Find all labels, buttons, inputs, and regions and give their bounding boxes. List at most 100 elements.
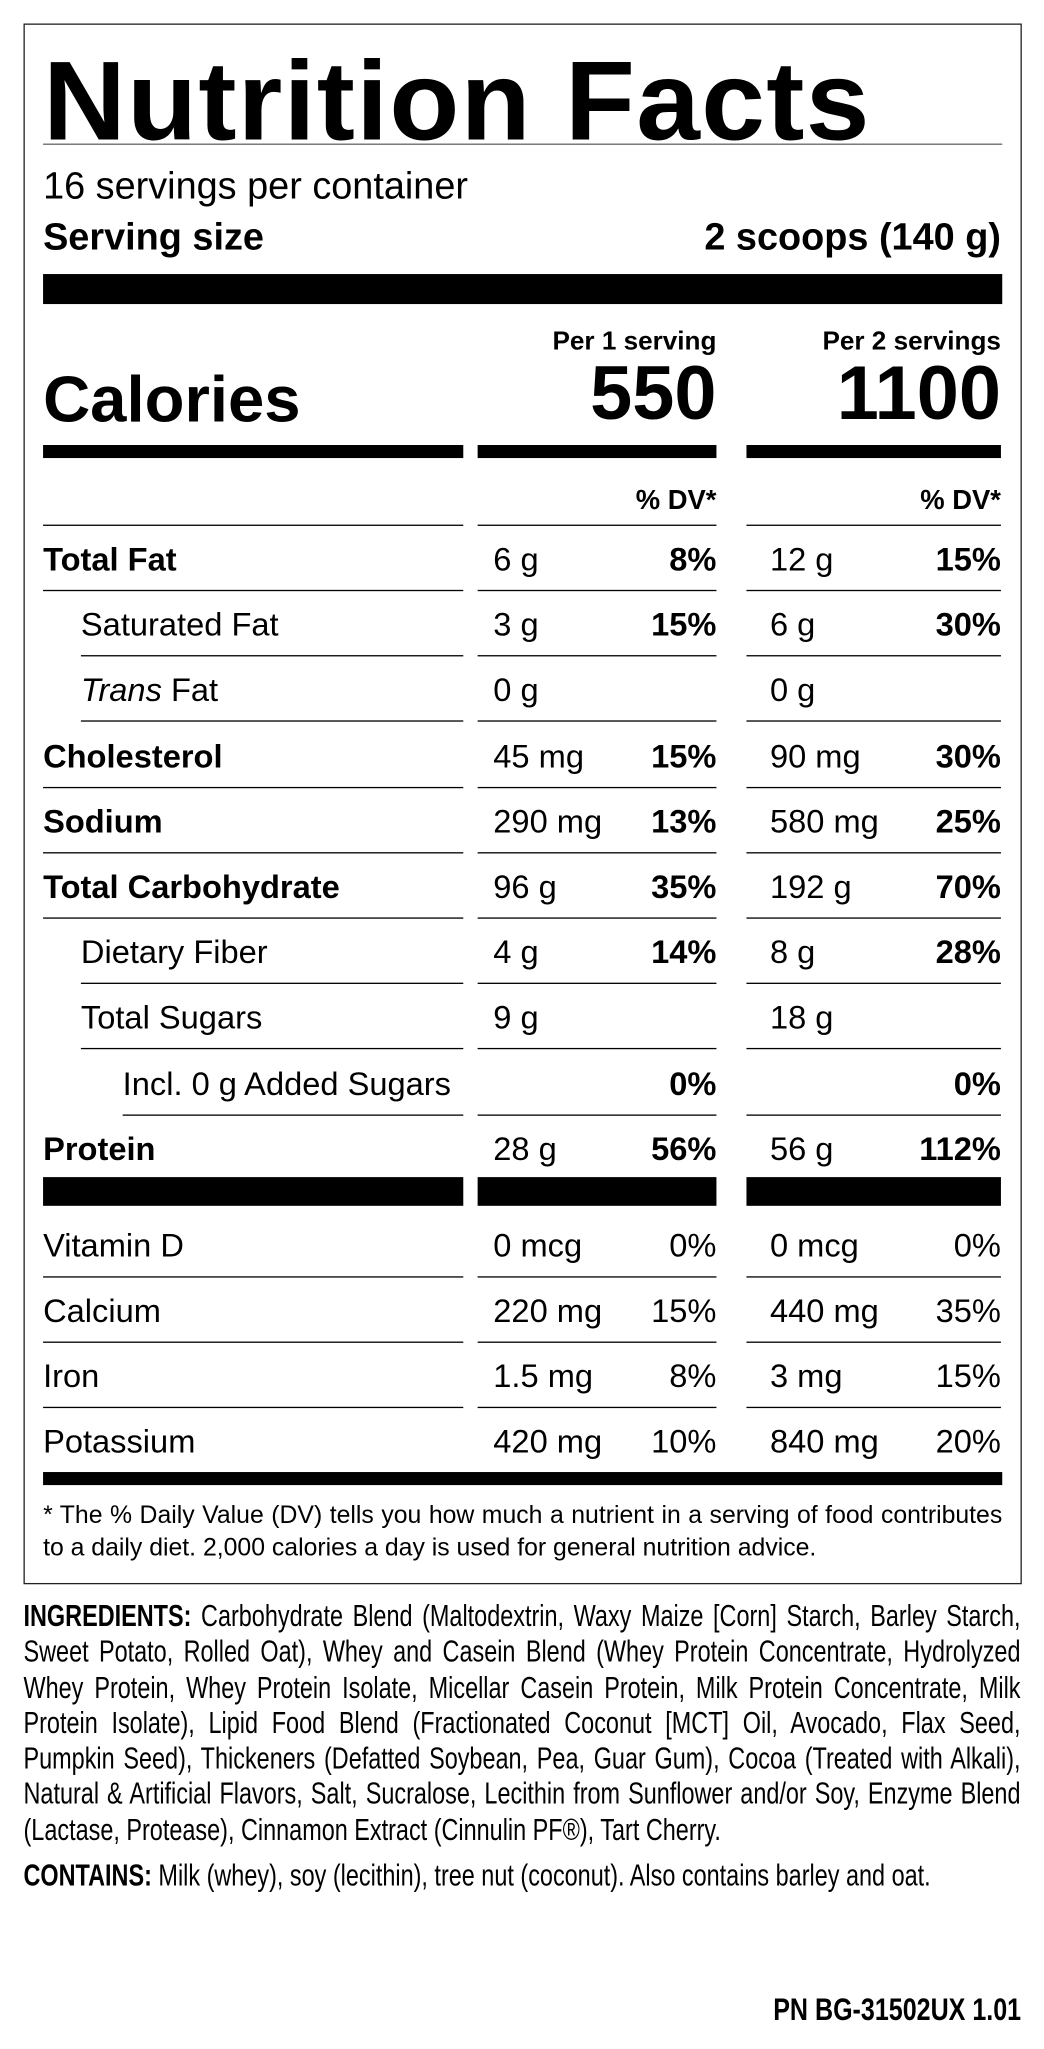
dv-per-2: 28% xyxy=(935,934,1001,972)
nutrient-label: Iron xyxy=(43,1358,100,1396)
thick-divider xyxy=(43,1177,464,1206)
nutrient-row: Incl. 0 g Added Sugars 0% 0% xyxy=(25,1050,1023,1116)
nutrient-row: Protein 28 g 56% 56 g 112% xyxy=(25,1116,1023,1181)
amount-per-2: 56 g xyxy=(769,1131,834,1168)
daily-value-footnote: * The % Daily Value (DV) tells you how m… xyxy=(43,1502,1003,1563)
nutrient-label: Total Sugars xyxy=(80,1000,263,1037)
nutrient-row: Dietary Fiber 4 g 14% 8 g 28% xyxy=(25,919,1023,985)
dv-per-1: 56% xyxy=(651,1131,717,1168)
divider xyxy=(43,143,1003,145)
amount-per-1: 290 mg xyxy=(493,803,603,841)
serving-size-value: 2 scoops (140 g) xyxy=(704,216,1001,259)
calories-bar xyxy=(477,445,717,459)
vitamin-row: Vitamin D 0 mcg 0% 0 mcg 0% xyxy=(25,1212,1023,1278)
thick-divider xyxy=(746,1177,1001,1206)
contains-text: Milk (whey), soy (lecithin), tree nut (c… xyxy=(151,1858,931,1893)
nutrient-row: Trans Fat 0 g 0 g xyxy=(25,657,1023,723)
amount-per-1: 0 mcg xyxy=(493,1228,583,1265)
nutrient-label: Total Fat xyxy=(43,541,177,579)
calories-bar xyxy=(43,445,464,459)
dv-per-1: 8% xyxy=(669,541,717,579)
amount-per-1: 0 g xyxy=(493,672,539,710)
calories-per-1: 550 xyxy=(590,351,717,436)
nutrient-label: Potassium xyxy=(43,1423,196,1461)
amount-per-1: 45 mg xyxy=(493,738,584,775)
amount-per-2: 6 g xyxy=(769,607,816,644)
dv-per-2: 15% xyxy=(935,1358,1001,1396)
amount-per-2: 440 mg xyxy=(769,1293,879,1330)
dv-per-2: 30% xyxy=(935,738,1001,775)
amount-per-1: 6 g xyxy=(493,541,539,579)
bottom-bar xyxy=(43,1472,1003,1486)
amount-per-1: 1.5 mg xyxy=(493,1358,594,1396)
dv-header: % DV* xyxy=(635,485,717,516)
part-number: PN BG-31502UX 1.01 xyxy=(772,1992,1021,2028)
amount-per-2: 0 g xyxy=(769,672,816,710)
thick-divider xyxy=(477,1177,717,1206)
thick-divider xyxy=(43,274,1003,305)
nutrient-label: Saturated Fat xyxy=(80,607,279,644)
dv-per-1: 15% xyxy=(651,1293,717,1330)
dv-per-2: 112% xyxy=(919,1131,1001,1168)
dv-per-2: 70% xyxy=(935,869,1001,906)
nutrient-row: Total Carbohydrate 96 g 35% 192 g 70% xyxy=(25,853,1023,919)
amount-per-2: 840 mg xyxy=(769,1423,879,1461)
servings-per-container: 16 servings per container xyxy=(43,165,469,208)
vitamin-row: Calcium 220 mg 15% 440 mg 35% xyxy=(25,1278,1023,1343)
dv-per-2: 35% xyxy=(935,1293,1001,1330)
dv-per-1: 0% xyxy=(669,1228,717,1265)
nutrient-row: Sodium 290 mg 13% 580 mg 25% xyxy=(25,788,1023,854)
nutrition-facts-panel: Nutrition Facts 16 servings per containe… xyxy=(23,23,1023,1585)
calories-label: Calories xyxy=(43,362,301,436)
dv-per-2: 15% xyxy=(935,541,1001,579)
panel-title: Nutrition Facts xyxy=(43,39,871,165)
amount-per-2: 8 g xyxy=(769,934,816,972)
dv-per-1: 0% xyxy=(669,1065,717,1103)
amount-per-2: 90 mg xyxy=(769,738,861,775)
nutrient-row: Cholesterol 45 mg 15% 90 mg 30% xyxy=(25,722,1023,788)
nutrient-label: Sodium xyxy=(43,803,163,841)
dv-per-1: 35% xyxy=(651,869,717,906)
calories-bar xyxy=(746,445,1001,459)
nutrient-label: Trans Fat xyxy=(80,672,219,710)
dv-per-1: 15% xyxy=(651,738,717,775)
nutrient-label: Protein xyxy=(43,1131,156,1168)
nutrient-label: Cholesterol xyxy=(43,738,223,775)
dv-per-1: 10% xyxy=(651,1423,717,1461)
amount-per-1: 9 g xyxy=(493,1000,539,1037)
dv-header-row: % DV* % DV* xyxy=(25,461,1023,526)
dv-per-1: 14% xyxy=(651,934,717,972)
allergen-statement: CONTAINS: Milk (whey), soy (lecithin), t… xyxy=(23,1858,1020,1893)
dv-per-1: 8% xyxy=(669,1358,717,1396)
vitamin-row: Iron 1.5 mg 8% 3 mg 15% xyxy=(25,1343,1023,1409)
amount-per-2: 3 mg xyxy=(769,1358,843,1396)
amount-per-1: 96 g xyxy=(493,869,557,906)
column-header-per-1: Per 1 serving xyxy=(552,327,717,357)
amount-per-1: 3 g xyxy=(493,607,539,644)
ingredients-label: INGREDIENTS: xyxy=(23,1598,192,1633)
dv-header: % DV* xyxy=(920,485,1001,516)
dv-per-2: 0% xyxy=(953,1065,1001,1103)
nutrient-label: Calcium xyxy=(43,1293,161,1330)
dv-per-2: 0% xyxy=(953,1228,1001,1265)
nutrient-row: Saturated Fat 3 g 15% 6 g 30% xyxy=(25,591,1023,657)
amount-per-2: 0 mcg xyxy=(769,1228,859,1265)
nutrient-label: Vitamin D xyxy=(43,1228,184,1265)
ingredients-text: Carbohydrate Blend (Maltodextrin, Waxy M… xyxy=(23,1598,1021,1847)
nutrient-row: Total Fat 6 g 8% 12 g 15% xyxy=(25,526,1023,592)
dv-per-1: 15% xyxy=(651,607,717,644)
amount-per-2: 12 g xyxy=(769,541,834,579)
ingredients: INGREDIENTS: Carbohydrate Blend (Maltode… xyxy=(23,1599,1020,1848)
contains-label: CONTAINS: xyxy=(23,1858,152,1893)
amount-per-2: 580 mg xyxy=(769,803,879,841)
vitamin-row: Potassium 420 mg 10% 840 mg 20% xyxy=(25,1408,1023,1473)
dv-per-2: 30% xyxy=(935,607,1001,644)
amount-per-2: 18 g xyxy=(769,1000,834,1037)
nutrient-row: Total Sugars 9 g 18 g xyxy=(25,984,1023,1050)
dv-per-2: 25% xyxy=(935,803,1001,841)
column-header-per-2: Per 2 servings xyxy=(822,327,1001,357)
amount-per-1: 4 g xyxy=(493,934,539,972)
calories-per-2: 1100 xyxy=(836,351,1001,436)
amount-per-1: 28 g xyxy=(493,1131,557,1168)
